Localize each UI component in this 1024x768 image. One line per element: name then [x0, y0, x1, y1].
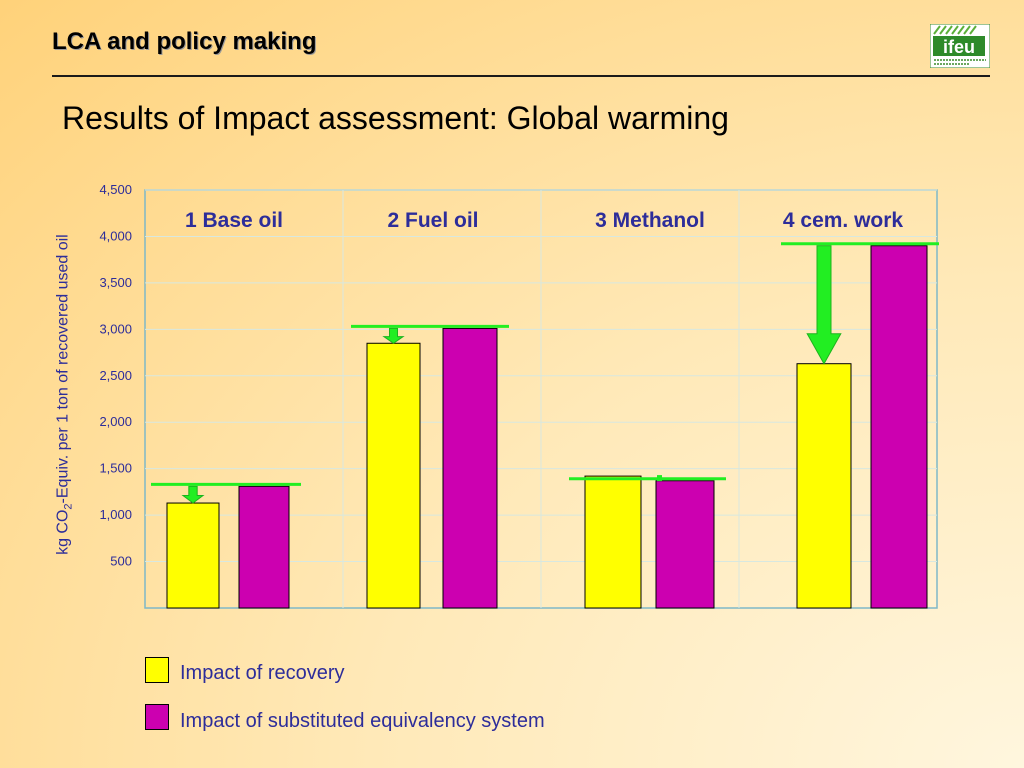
benefit-arrow — [181, 485, 205, 504]
bar-recovery — [166, 502, 220, 609]
benefit-arrow — [382, 327, 405, 344]
legend-label-substituted: Impact of substituted equivalency system — [180, 710, 545, 732]
y-tick-label: 2,500 — [99, 368, 132, 383]
y-tick-label: 1,000 — [99, 507, 132, 522]
category-label: 1 Base oil — [185, 209, 283, 232]
header-title: LCA and policy making — [52, 28, 317, 55]
y-tick-label: 3,000 — [99, 321, 132, 336]
y-tick-label: 4,500 — [99, 182, 132, 197]
bar-substituted — [442, 327, 498, 609]
bar-substituted — [238, 485, 290, 609]
category-label: 3 Methanol — [595, 209, 705, 232]
bar-substituted — [870, 245, 928, 609]
y-tick-label: 3,500 — [99, 275, 132, 290]
benefit-arrow — [657, 475, 662, 482]
category-label: 2 Fuel oil — [387, 209, 478, 232]
legend-swatch-recovery — [145, 657, 169, 683]
benefit-arrow — [806, 245, 842, 365]
y-tick-label: 2,000 — [99, 414, 132, 429]
bar-recovery — [796, 363, 852, 609]
bar-recovery — [366, 342, 421, 609]
bar-substituted — [655, 480, 715, 609]
svg-text:ifeu: ifeu — [943, 37, 975, 57]
legend-swatch-substituted — [145, 704, 169, 730]
slide-title: Results of Impact assessment: Global war… — [62, 100, 729, 136]
category-label: 4 cem. work — [783, 209, 904, 232]
header-rule — [52, 75, 990, 77]
bar-recovery — [584, 475, 642, 609]
ifeu-logo: ifeu — [930, 24, 990, 68]
y-tick-label: 1,500 — [99, 461, 132, 476]
legend-label-recovery: Impact of recovery — [180, 662, 345, 684]
y-tick-label: 4,000 — [99, 228, 132, 243]
y-tick-label: 500 — [110, 554, 132, 569]
